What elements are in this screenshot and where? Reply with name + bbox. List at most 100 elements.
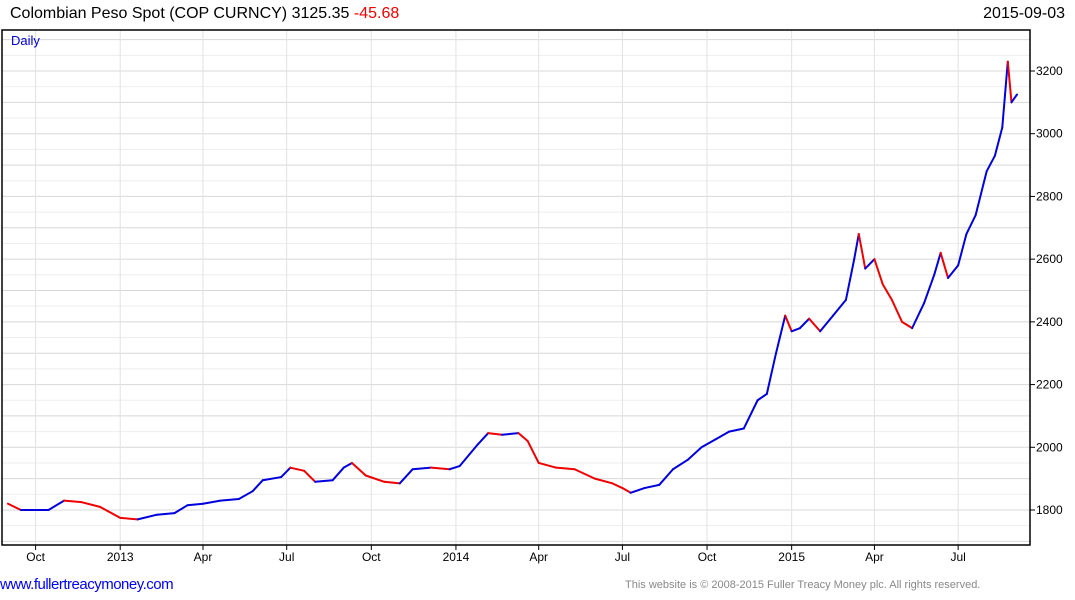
price-segment: [714, 430, 731, 441]
y-tick-label: 2000: [1036, 440, 1063, 454]
price-segment: [965, 214, 977, 236]
price-segment: [430, 466, 451, 471]
price-segment: [173, 504, 189, 515]
price-segment: [985, 154, 996, 173]
price-segment: [873, 258, 884, 286]
price-segment: [98, 505, 122, 519]
price-segment: [331, 466, 345, 482]
price-segment: [742, 399, 759, 430]
price-segment: [448, 465, 461, 471]
y-tick-label: 3200: [1036, 64, 1063, 78]
price-change: -45.68: [353, 5, 400, 22]
price-segment: [911, 302, 926, 330]
price-segment: [939, 251, 950, 279]
x-tick-label: Jul: [615, 550, 630, 564]
x-tick-label: Apr: [529, 550, 548, 564]
price-segment: [611, 482, 624, 490]
price-segment: [63, 499, 83, 504]
price-segment: [593, 477, 614, 485]
price-segment: [658, 468, 675, 486]
price-series: [7, 60, 1018, 521]
price-segment: [974, 170, 988, 217]
price-segment: [1006, 60, 1013, 104]
grid: [2, 30, 1030, 545]
price-segment: [477, 432, 490, 446]
price-segment: [1001, 60, 1009, 129]
price-segment: [947, 264, 960, 279]
price-segment: [289, 466, 306, 472]
price-segment: [798, 317, 811, 330]
y-tick-label: 2400: [1036, 315, 1063, 329]
x-tick-label: 2014: [443, 550, 470, 564]
price-segment: [1010, 93, 1018, 104]
period-label: Daily: [11, 33, 40, 48]
price-segment: [784, 314, 793, 333]
price-segment: [517, 432, 529, 443]
price-segment: [629, 487, 646, 494]
chart-title: Colombian Peso Spot (COP CURNCY) 3125.35…: [10, 5, 399, 23]
price-segment: [411, 466, 433, 471]
x-tick-label: Apr: [865, 550, 884, 564]
price-segment: [526, 440, 540, 464]
price-segment: [857, 233, 867, 270]
price-segment: [201, 499, 222, 505]
price-segment: [765, 352, 778, 395]
x-tick-label: Oct: [362, 550, 381, 564]
chart-date: 2015-09-03: [983, 5, 1065, 22]
y-tick-label: 3000: [1036, 127, 1063, 141]
price-segment: [219, 498, 240, 502]
x-tick-label: Jul: [950, 550, 965, 564]
price-segment: [261, 476, 283, 482]
y-axis: 1800 2000 2200 2400 2600 2800 3000 3200: [1030, 64, 1063, 517]
x-tick-label: Oct: [26, 550, 45, 564]
price-segment: [7, 502, 22, 511]
price-segment: [186, 502, 204, 507]
x-tick-label: Oct: [698, 550, 717, 564]
price-segment: [364, 474, 386, 483]
price-segment: [500, 432, 520, 436]
price-segment: [790, 327, 801, 333]
price-chart: Daily 1800 2000 2200 2400 2600 2800 3000 3200 O…: [1, 29, 1063, 564]
x-tick-label: Jul: [279, 550, 294, 564]
x-axis: Oct 2013 Apr Jul Oct 2014 Apr Jul Oct 2015 Apr Jul: [26, 545, 966, 564]
website-link[interactable]: www.fullertreacymoney.com: [0, 576, 174, 593]
price-segment: [700, 438, 717, 449]
price-segment: [890, 298, 904, 323]
price-segment: [881, 283, 893, 301]
price-segment: [119, 516, 139, 521]
price-segment: [686, 446, 703, 461]
x-tick-label: 2013: [107, 550, 134, 564]
price-segment: [853, 233, 860, 261]
price-segment: [775, 314, 787, 355]
price-segment: [555, 466, 576, 471]
price-segment: [901, 320, 914, 330]
price-segment: [621, 487, 632, 494]
price-segment: [314, 479, 334, 483]
price-segment: [864, 258, 876, 270]
price-segment: [573, 468, 596, 480]
price-segment: [643, 483, 661, 490]
copyright: This website is © 2008-2015 Fuller Treac…: [625, 579, 981, 591]
price-segment: [342, 461, 353, 469]
price-segment: [350, 461, 367, 477]
price-segment: [923, 273, 936, 305]
price-segment: [832, 298, 847, 317]
y-tick-label: 2600: [1036, 252, 1063, 266]
price-segment: [136, 513, 159, 521]
price-segment: [672, 458, 689, 471]
price-segment: [728, 427, 745, 433]
price-segment: [487, 432, 503, 436]
title-text: Colombian Peso Spot (COP CURNCY): [10, 5, 288, 22]
y-tick-label: 1800: [1036, 503, 1063, 517]
price-segment: [808, 317, 822, 333]
price-segment: [156, 512, 176, 516]
price-segment: [957, 233, 968, 267]
price-segment: [458, 443, 480, 468]
x-tick-label: 2015: [778, 550, 805, 564]
price-segment: [80, 501, 101, 508]
y-tick-label: 2200: [1036, 378, 1063, 392]
price-segment: [844, 258, 856, 301]
price-segment: [819, 314, 835, 333]
price-segment: [303, 469, 317, 483]
last-price: 3125.35: [291, 5, 350, 22]
